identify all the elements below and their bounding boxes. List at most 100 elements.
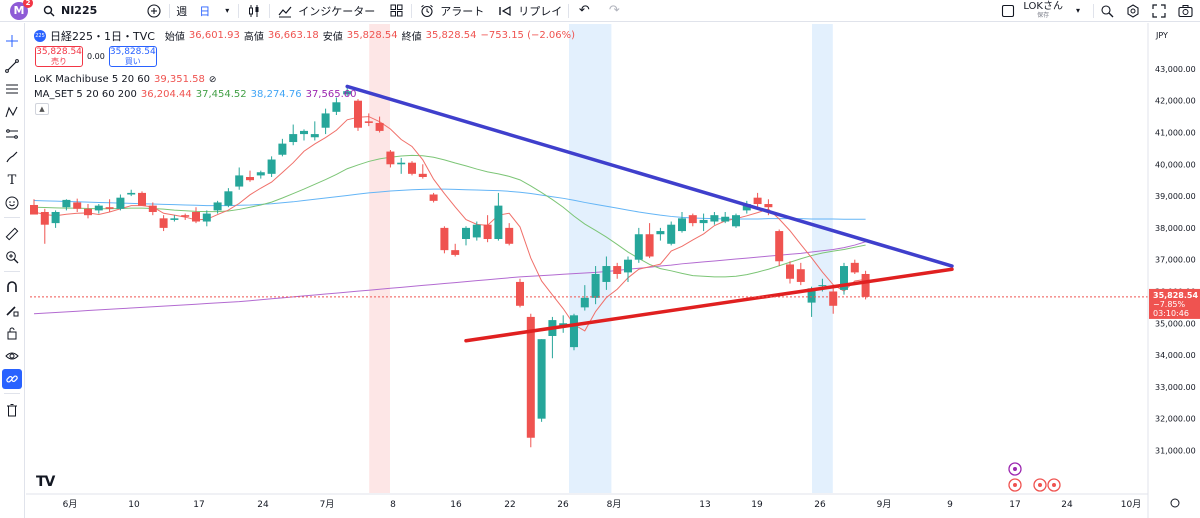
event-dot-center: [1038, 483, 1042, 487]
magnet-tool[interactable]: [2, 277, 22, 297]
candle-body: [246, 177, 254, 181]
candle-body: [332, 102, 341, 112]
compare-button[interactable]: [139, 0, 169, 22]
candle-body: [516, 281, 524, 306]
candle-body: [645, 234, 654, 257]
candle-body: [202, 213, 211, 222]
price-tick-label: 41,000.00: [1155, 128, 1196, 137]
time-tick-label: 8月: [607, 499, 622, 510]
candle-body: [181, 215, 190, 217]
candle-body: [775, 231, 784, 262]
chart-type-button[interactable]: [239, 0, 269, 22]
avatar[interactable]: M 2: [10, 0, 33, 20]
sync-drawings-tool[interactable]: [2, 369, 22, 389]
candle-body: [764, 204, 773, 208]
quick-search-button[interactable]: [1094, 0, 1120, 22]
time-tick-label: 9: [947, 500, 953, 510]
hide-drawings-tool[interactable]: [2, 346, 22, 366]
layout-save-status: 保存: [1037, 11, 1050, 19]
layout-square-icon: [999, 2, 1017, 20]
candle-body: [310, 134, 319, 138]
replay-button[interactable]: リプレイ: [490, 0, 568, 22]
indicators-icon: [276, 2, 294, 20]
divider: [269, 3, 271, 18]
brush-tool[interactable]: [2, 147, 22, 167]
ruler-icon: [3, 225, 21, 243]
trendline-tool[interactable]: [2, 56, 22, 76]
snapshot-button[interactable]: [1172, 0, 1200, 22]
price-tick-label: 33,000.00: [1155, 383, 1196, 392]
crosshair-tool[interactable]: [2, 31, 22, 51]
candles: [30, 86, 870, 448]
candle-body: [732, 215, 740, 227]
collapse-legend-button[interactable]: ▲: [35, 103, 49, 115]
text-tool[interactable]: T: [2, 170, 22, 190]
candle-body: [462, 227, 470, 240]
candle-body: [138, 192, 146, 206]
indicator-row-1[interactable]: LoK Machibuse 5 20 60 39,351.58 ⊘: [34, 72, 356, 87]
layout-menu[interactable]: LOKさん 保存 ▾: [993, 0, 1093, 22]
divider: [169, 3, 171, 18]
account-menu[interactable]: M 2: [0, 0, 34, 22]
sell-button[interactable]: 35,828.54 売り: [35, 46, 83, 67]
symbol-title[interactable]: 日経225・1日・TVC: [50, 29, 155, 43]
interval-day[interactable]: 日: [199, 4, 211, 18]
candle-body: [62, 199, 71, 208]
replay-icon: [496, 2, 514, 20]
chevron-down-icon: ▾: [1075, 6, 1080, 15]
indicators-button[interactable]: インジケーター: [270, 0, 381, 22]
fullscreen-button[interactable]: [1146, 0, 1172, 22]
time-tick-label: 22: [504, 500, 515, 510]
high-label: 高値: [243, 32, 264, 43]
highlight-band: [369, 24, 390, 493]
axis-settings-icon[interactable]: [1170, 498, 1180, 508]
low-value: 35,828.54: [346, 30, 398, 41]
templates-button[interactable]: [381, 0, 411, 22]
remove-drawings-tool[interactable]: [2, 400, 22, 420]
lock-drawings-tool[interactable]: [2, 323, 22, 343]
forecast-tool[interactable]: [2, 124, 22, 144]
time-tick-label: 24: [257, 500, 269, 510]
time-tick-label: 17: [193, 500, 204, 510]
alert-label: アラート: [440, 4, 485, 18]
replay-label: リプレイ: [518, 4, 563, 18]
indicator-row-2[interactable]: MA_SET 5 20 60 200 36,204.44 37,454.52 3…: [34, 87, 356, 102]
indicator-2-ma5: 36,204.44: [140, 89, 192, 100]
fib-tool[interactable]: [2, 79, 22, 99]
zoom-tool[interactable]: [2, 247, 22, 267]
last-change-label: −7.85%: [1153, 300, 1186, 309]
alert-button[interactable]: アラート: [412, 0, 490, 22]
fib-lines-icon: [3, 80, 21, 98]
candle-body: [84, 208, 92, 216]
candle-body: [613, 266, 622, 274]
stay-drawing-tool[interactable]: [2, 300, 22, 320]
divider: [4, 271, 20, 272]
interval-dropdown[interactable]: ▾: [216, 0, 238, 22]
candle-body: [159, 218, 168, 228]
candle-body: [483, 224, 492, 240]
time-tick-label: 26: [557, 500, 569, 510]
measure-tool[interactable]: [2, 224, 22, 244]
candle-body: [580, 297, 589, 308]
candle-body: [624, 259, 632, 273]
time-tick-label: 10月: [1121, 499, 1141, 510]
pattern-tool[interactable]: [2, 102, 22, 122]
candle-body: [688, 215, 697, 224]
symbol-search[interactable]: NI225: [34, 0, 103, 22]
tradingview-logo[interactable]: TV: [36, 474, 55, 490]
undo-button[interactable]: ↶: [569, 0, 599, 22]
candle-body: [591, 273, 600, 298]
price-tick-label: 43,000.00: [1155, 65, 1196, 74]
ma200-line: [33, 241, 866, 315]
crosshair-icon: [3, 32, 21, 50]
emoji-tool[interactable]: [2, 193, 22, 213]
time-axis: 6月 10 17 24 7月 8 16 22 26 8月 13 19 26 9月 9 17 24 10月: [63, 498, 1180, 510]
candle-body: [51, 211, 60, 224]
redo-button[interactable]: ↷: [599, 0, 629, 22]
time-tick-label: 7月: [320, 499, 335, 510]
settings-button[interactable]: [1120, 0, 1146, 22]
interval-week[interactable]: 週: [176, 4, 188, 18]
candle-body: [451, 250, 460, 255]
buy-button[interactable]: 35,828.54 買い: [108, 46, 157, 67]
